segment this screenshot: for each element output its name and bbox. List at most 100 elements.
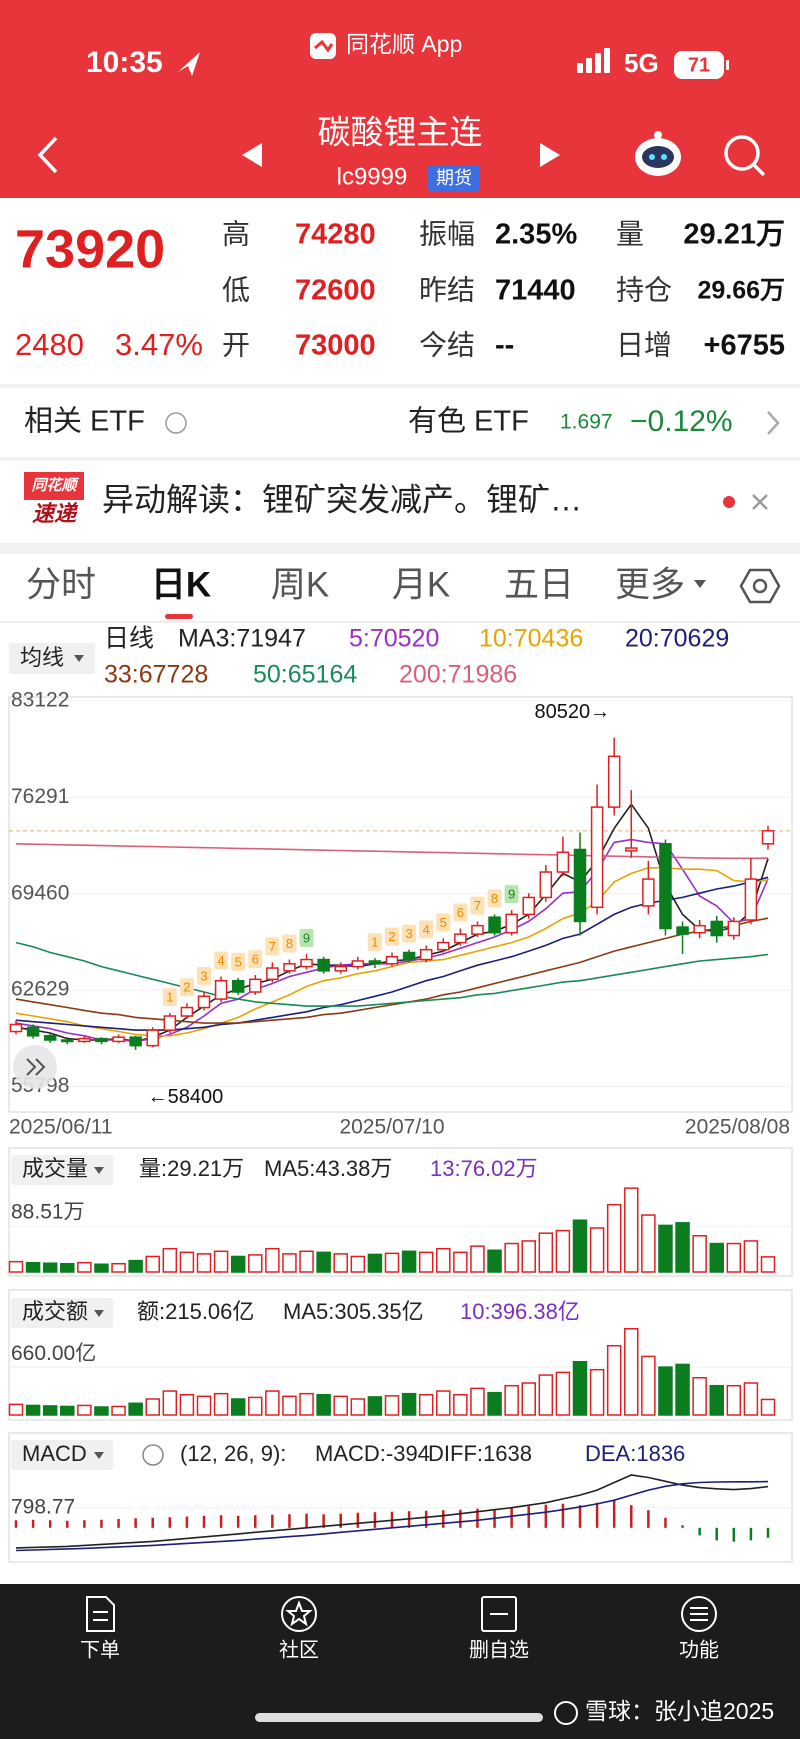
td-label: 7 [269,939,276,954]
tab-active[interactable]: 日K [151,565,211,604]
nav-item[interactable]: 下单 [80,1638,120,1661]
close-button[interactable] [752,494,768,510]
nav-item[interactable]: 删自选 [469,1638,529,1661]
td-label: 8 [491,891,498,906]
td-box [248,950,263,969]
etf-name[interactable]: 有色 ETF [408,405,529,438]
nav-item[interactable]: 功能 [679,1638,719,1661]
network: 5G [624,48,659,78]
indicator-selector-bg[interactable] [9,643,95,674]
td-box [179,978,194,997]
selector[interactable]: 成交量 [22,1156,88,1181]
dropdown-arrow [94,1167,104,1174]
bar [282,1395,297,1416]
td-box [487,889,502,908]
candle-body [471,924,484,935]
candle-body [300,958,313,968]
tab[interactable]: 更多 [615,565,685,604]
settings-icon[interactable] [739,568,781,604]
bar [162,1390,178,1416]
candle-body [26,1026,40,1037]
bar [743,1240,759,1273]
candle-body [249,978,262,993]
y-tick-label: 69460 [11,881,69,904]
indicator-selector[interactable]: 均线 [20,645,64,670]
td-box [419,920,434,939]
tab[interactable]: 五日 [504,565,574,604]
td-label: 1 [166,990,173,1005]
quote-label: 持仓 [616,274,672,305]
bar [350,1255,366,1273]
tab[interactable]: 月K [392,565,450,604]
selector-bg[interactable] [11,1440,113,1470]
separator [0,384,800,388]
ma-line [15,941,769,1007]
back-button[interactable] [37,136,58,174]
bar [487,1249,502,1273]
bar [589,1368,605,1416]
quote-label: 振幅 [419,218,475,249]
watermark: 雪球：张小追2025 [585,1698,774,1724]
legend-entry: MA5:305.35亿 [283,1299,424,1324]
candle-body [95,1037,108,1043]
tab[interactable]: 周K [271,565,329,604]
quote-value: 29.66万 [697,277,785,305]
candle-body [129,1036,142,1047]
quote-value: -- [495,330,514,362]
news-logo-bottom: 速递 [32,501,79,526]
search-button[interactable] [724,135,766,177]
legend-entry: 5:70520 [349,625,439,653]
next-button[interactable] [540,143,560,167]
bar [606,1203,622,1273]
td-label: 3 [200,968,207,983]
candle-body [9,1023,23,1033]
bar [709,1384,724,1416]
bar [436,1390,451,1416]
candle-body [231,979,245,993]
legend-entry: 量:29.21万 [139,1156,244,1181]
td-box [197,967,211,986]
bar [624,1187,639,1273]
td-label: 2 [183,980,190,995]
bar [709,1242,724,1273]
watermark-logo [554,1701,578,1725]
td-box [453,903,468,922]
td-label: 8 [286,936,293,951]
selector-bg[interactable] [11,1155,113,1185]
change: 2480 [15,327,84,362]
panel-frame [8,1432,793,1563]
chevron[interactable] [767,411,780,435]
nav-item[interactable]: 社区 [279,1638,319,1661]
bar [641,1214,656,1273]
bar [316,1251,331,1273]
x-tick-label: 2025/06/11 [9,1116,113,1139]
bar [145,1398,160,1416]
info-icon[interactable] [165,412,187,434]
bar [384,1252,400,1273]
bar [624,1327,639,1416]
td-label: 3 [405,926,412,941]
candle-body [539,871,553,899]
selector[interactable]: 成交额 [22,1299,88,1324]
bar [641,1355,656,1416]
candle-body [522,896,535,916]
prev-button[interactable] [242,143,262,167]
selector[interactable]: MACD [22,1441,87,1466]
status-time: 10:35 [86,46,163,79]
etf-label: 相关 ETF [24,405,145,438]
news-text[interactable]: 异动解读：锂矿突发减产。锂矿… [102,481,582,517]
candle-body [454,933,467,944]
selector-bg[interactable] [11,1298,113,1328]
x-tick-label: 2025/08/08 [685,1116,790,1139]
bar [760,1256,776,1273]
legend-entry: DIFF:1638 [428,1441,532,1466]
legend-entry: 200:71986 [399,661,517,689]
assistant-icon[interactable] [635,131,681,176]
app-logo-mark [314,39,334,53]
bar [521,1382,536,1416]
quote-label: 昨结 [419,274,475,305]
candle-body [317,958,330,972]
tab[interactable]: 分时 [26,565,96,604]
signal-icon [577,48,610,73]
